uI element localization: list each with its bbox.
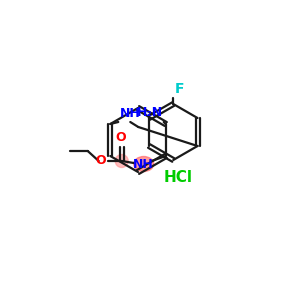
Text: O: O bbox=[116, 131, 126, 144]
Text: O: O bbox=[95, 154, 106, 166]
Text: F: F bbox=[174, 82, 184, 96]
Text: HCl: HCl bbox=[164, 170, 193, 185]
Ellipse shape bbox=[134, 157, 154, 172]
Text: H₂N: H₂N bbox=[136, 106, 163, 119]
Ellipse shape bbox=[115, 154, 128, 167]
Text: NH: NH bbox=[133, 158, 154, 170]
Text: NH: NH bbox=[120, 107, 141, 120]
